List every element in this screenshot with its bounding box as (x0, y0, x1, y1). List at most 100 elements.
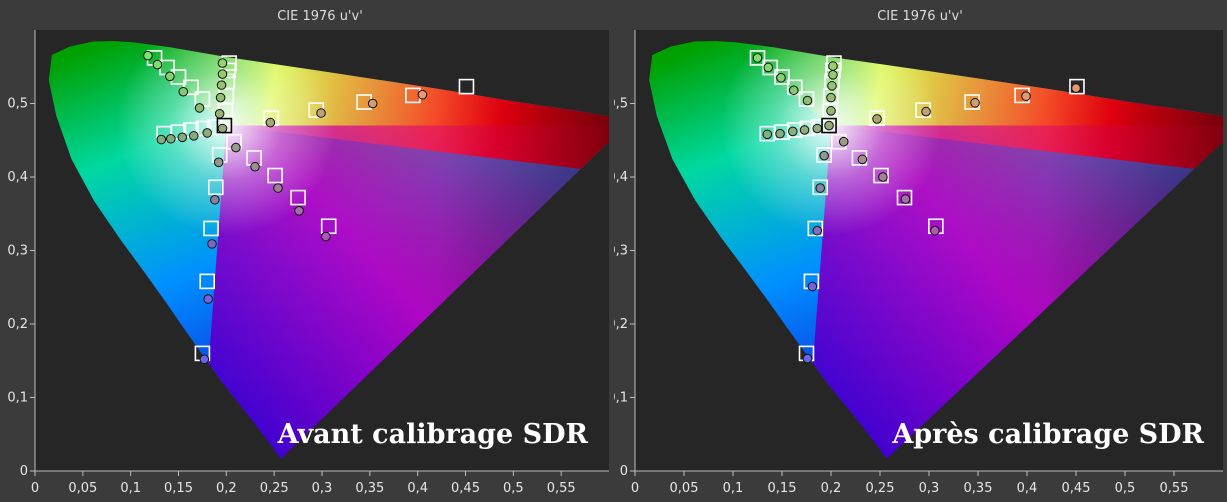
chromaticity-chart-before: 0 0,05 0,1 0,15 0,2 0,25 0,3 0,35 0,4 0,45 0,5 0,55… (7, 9, 609, 496)
measured-point (156, 134, 167, 145)
y-tick-label: 0,5 (614, 97, 628, 112)
measured-point (878, 172, 888, 182)
target-point (873, 167, 889, 184)
x-tick-label: 0,15 (768, 481, 797, 496)
measured-point (321, 231, 331, 242)
x-tick-label: 0,5 (1115, 481, 1136, 496)
target-point (749, 50, 766, 66)
measured-point (807, 281, 818, 292)
target-point (267, 167, 283, 184)
measured-point (273, 183, 283, 193)
measured-point (217, 123, 228, 134)
white-point-target (216, 117, 233, 134)
x-tick-label: 0,1 (723, 481, 744, 496)
y-tick-label: 0,3 (614, 244, 628, 259)
measured-point (970, 97, 980, 108)
target-point (869, 110, 885, 126)
x-tick-label: 0,2 (216, 481, 237, 496)
measured-point (199, 354, 210, 365)
x-tick-label: 0,25 (260, 481, 289, 496)
target-point (290, 189, 306, 206)
measured-point (815, 183, 826, 193)
x-tick-label: 0,55 (1160, 481, 1189, 496)
target-point (816, 147, 832, 163)
measured-point (827, 81, 837, 91)
chart-panel-after: 0 0,05 0,1 0,15 0,2 0,25 0,3 0,35 0,4 0,45 0,5 0,55… (614, 0, 1227, 502)
x-tick-label: 0,1 (120, 481, 141, 496)
y-tick-label: 0,2 (7, 317, 28, 332)
measured-point (775, 128, 785, 139)
target-point (458, 78, 475, 95)
target-point (774, 69, 790, 85)
measured-point (826, 106, 836, 116)
chart-caption: Avant calibrage SDR (277, 419, 589, 450)
target-point (1069, 78, 1085, 95)
x-tick-label: 0,4 (407, 481, 428, 496)
x-tick-label: 0,45 (1062, 481, 1091, 496)
y-tick-label: 0,1 (614, 391, 628, 406)
measured-point (930, 225, 940, 236)
target-point (208, 179, 224, 196)
x-tick-label: 0,55 (547, 481, 576, 496)
x-tick-label: 0,05 (670, 481, 699, 496)
target-point (807, 220, 824, 237)
x-tick-label: 0,3 (919, 481, 940, 496)
measured-point (265, 117, 276, 128)
x-tick-label: 0 (631, 481, 639, 496)
measured-point (776, 72, 786, 83)
measured-point (828, 61, 838, 71)
y-tick-label: 0,4 (614, 170, 628, 185)
measured-point (217, 58, 228, 68)
x-tick-label: 0,05 (68, 481, 97, 496)
measured-point (752, 53, 763, 63)
x-tick-label: 0,2 (821, 481, 842, 496)
y-tick-label: 0 (20, 464, 28, 479)
y-tick-label: 0,3 (7, 244, 28, 259)
measured-point (202, 128, 212, 138)
target-point (798, 91, 815, 107)
measured-point (217, 69, 228, 79)
x-tick-label: 0,4 (1017, 481, 1038, 496)
x-tick-label: 0,25 (866, 481, 895, 496)
y-tick-label: 0,1 (7, 391, 28, 406)
measured-point (763, 62, 774, 73)
measured-point (1021, 91, 1031, 101)
measured-point (417, 89, 428, 100)
data-points (749, 50, 1085, 364)
measured-point (207, 239, 217, 249)
chart-panel-before: 0 0,05 0,1 0,15 0,2 0,25 0,3 0,35 0,4 0,45 0,5 0,55… (0, 0, 613, 502)
measured-point (189, 131, 199, 141)
measured-point (294, 206, 304, 216)
measured-point (1071, 83, 1081, 93)
measured-point (178, 86, 189, 97)
target-point (762, 59, 779, 76)
chart-caption: Après calibrage SDR (891, 419, 1204, 450)
measured-point (177, 132, 188, 143)
measured-point (367, 98, 378, 109)
measured-point (857, 154, 868, 165)
data-points (143, 50, 475, 365)
measured-point (214, 108, 225, 119)
measured-point (152, 59, 163, 70)
measured-point (819, 150, 829, 161)
white-point-target (821, 117, 837, 134)
measured-point (787, 126, 798, 137)
measured-point (250, 161, 260, 172)
measured-point (802, 353, 813, 364)
measured-point (165, 71, 175, 82)
measured-point (788, 85, 799, 96)
measured-point (194, 103, 205, 113)
measured-point (231, 142, 241, 153)
x-tick-label: 0,45 (451, 481, 480, 496)
chart-title: CIE 1976 u'v' (277, 9, 363, 24)
measured-point (838, 136, 849, 147)
x-tick-label: 0,5 (503, 481, 524, 496)
measured-point (210, 194, 220, 205)
measured-point (900, 194, 911, 204)
x-tick-label: 0,35 (355, 481, 384, 496)
y-tick-label: 0,4 (7, 170, 28, 185)
target-point (812, 179, 829, 196)
measured-point (215, 92, 226, 103)
x-tick-label: 0 (31, 481, 39, 496)
chart-title: CIE 1976 u'v' (877, 9, 963, 24)
